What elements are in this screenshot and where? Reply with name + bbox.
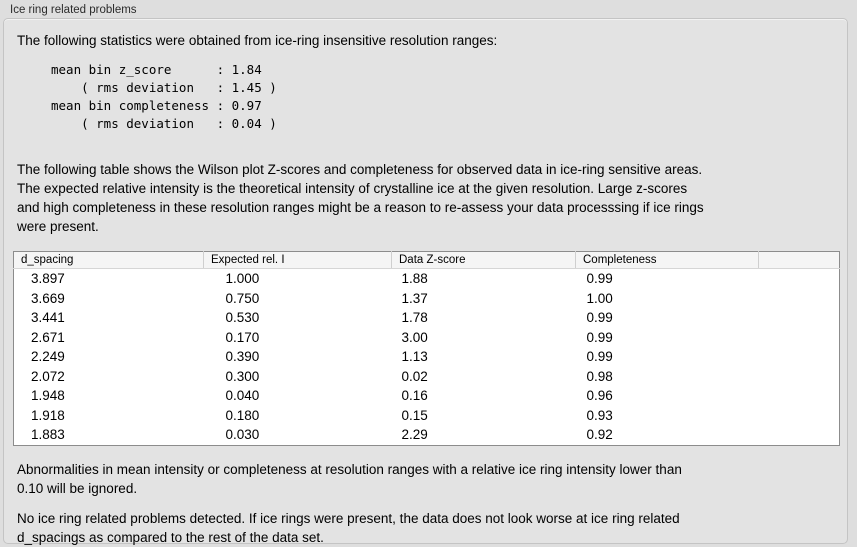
table-cell: 0.99 bbox=[576, 308, 759, 328]
table-cell: 1.000 bbox=[204, 269, 392, 289]
table-cell: 0.750 bbox=[204, 289, 392, 309]
column-header-d-spacing[interactable]: d_spacing bbox=[14, 252, 204, 269]
table-description: The following table shows the Wilson plo… bbox=[17, 160, 834, 236]
table-cell: 0.16 bbox=[392, 386, 576, 406]
table-cell bbox=[759, 386, 840, 406]
table-cell: 3.00 bbox=[392, 328, 576, 348]
conclusion-text: No ice ring related problems detected. I… bbox=[17, 509, 834, 547]
table-cell: 0.390 bbox=[204, 347, 392, 367]
panel-title: Ice ring related problems bbox=[10, 4, 137, 16]
table-cell: 0.300 bbox=[204, 367, 392, 387]
table-cell: 1.883 bbox=[14, 425, 204, 445]
table-cell: 0.99 bbox=[576, 347, 759, 367]
column-header-data-z-score[interactable]: Data Z-score bbox=[392, 252, 576, 269]
table-cell: 0.98 bbox=[576, 367, 759, 387]
table-cell: 0.02 bbox=[392, 367, 576, 387]
table-cell bbox=[759, 289, 840, 309]
table-cell: 2.249 bbox=[14, 347, 204, 367]
table-cell: 1.37 bbox=[392, 289, 576, 309]
table-cell: 0.030 bbox=[204, 425, 392, 445]
table-cell: 1.00 bbox=[576, 289, 759, 309]
table-cell: 1.948 bbox=[14, 386, 204, 406]
table-cell bbox=[759, 308, 840, 328]
column-header-empty[interactable] bbox=[759, 252, 840, 269]
table-cell: 0.180 bbox=[204, 406, 392, 426]
table-cell: 2.072 bbox=[14, 367, 204, 387]
table-cell: 2.671 bbox=[14, 328, 204, 348]
table-cell: 0.92 bbox=[576, 425, 759, 445]
table-cell: 1.918 bbox=[14, 406, 204, 426]
column-header-completeness[interactable]: Completeness bbox=[576, 252, 759, 269]
table-cell: 0.15 bbox=[392, 406, 576, 426]
stats-intro-text: The following statistics were obtained f… bbox=[17, 31, 834, 50]
table-cell bbox=[759, 269, 840, 289]
table-cell bbox=[759, 425, 840, 445]
table-cell bbox=[759, 347, 840, 367]
stats-block: mean bin z_score : 1.84 ( rms deviation … bbox=[51, 61, 847, 133]
table-cell: 0.170 bbox=[204, 328, 392, 348]
table-cell: 1.78 bbox=[392, 308, 576, 328]
table-cell: 0.96 bbox=[576, 386, 759, 406]
table-cell: 3.441 bbox=[14, 308, 204, 328]
table-cell bbox=[759, 406, 840, 426]
table-cell: 3.669 bbox=[14, 289, 204, 309]
table-cell: 1.88 bbox=[392, 269, 576, 289]
column-header-expected-rel-i[interactable]: Expected rel. I bbox=[204, 252, 392, 269]
table-cell bbox=[759, 328, 840, 348]
table-cell: 0.530 bbox=[204, 308, 392, 328]
table-cell: 0.99 bbox=[576, 269, 759, 289]
table-cell: 1.13 bbox=[392, 347, 576, 367]
table-cell: 3.897 bbox=[14, 269, 204, 289]
table-cell bbox=[759, 367, 840, 387]
table-cell: 0.040 bbox=[204, 386, 392, 406]
table-cell: 2.29 bbox=[392, 425, 576, 445]
table-cell: 0.93 bbox=[576, 406, 759, 426]
table-cell: 0.99 bbox=[576, 328, 759, 348]
ignore-threshold-note: Abnormalities in mean intensity or compl… bbox=[17, 460, 834, 498]
ice-ring-groupbox: The following statistics were obtained f… bbox=[3, 18, 848, 544]
